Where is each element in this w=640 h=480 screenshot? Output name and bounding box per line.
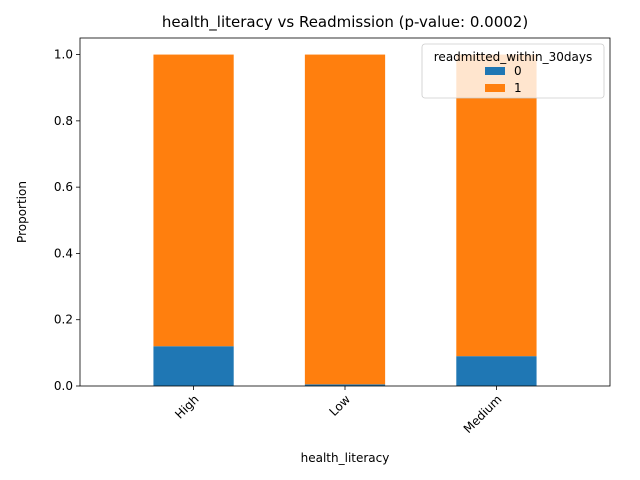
bar-low-series-0 [304, 384, 386, 386]
x-tick-label: High [172, 392, 201, 421]
legend-box [421, 43, 605, 99]
x-tick-label: Low [327, 392, 354, 419]
y-tick-label: 0.2 [54, 313, 73, 327]
y-tick-label: 0.0 [54, 379, 73, 393]
bar-high-series-1 [153, 54, 234, 347]
bars-group [153, 54, 537, 386]
y-axis-label: Proportion [15, 181, 29, 243]
bar-medium-series-1 [456, 54, 537, 357]
legend-label-0: 0 [514, 64, 522, 78]
x-tick-label: Medium [461, 392, 505, 436]
x-axis-label: health_literacy [301, 451, 390, 465]
bar-low-series-1 [304, 54, 386, 385]
y-tick-label: 0.4 [54, 246, 73, 260]
legend-swatch-0 [485, 67, 505, 75]
y-tick-label: 0.8 [54, 114, 73, 128]
y-tick-label: 1.0 [54, 48, 73, 62]
y-tick-label: 0.6 [54, 180, 73, 194]
plot-frame [79, 37, 611, 387]
bar-medium-series-0 [456, 356, 537, 386]
x-axis-ticks: High Low Medium [172, 386, 505, 436]
legend: readmitted_within_30days 0 1 [421, 43, 605, 99]
chart-title: health_literacy vs Readmission (p-value:… [162, 13, 528, 32]
bar-high-series-0 [153, 346, 234, 386]
legend-title: readmitted_within_30days [434, 50, 592, 64]
legend-label-1: 1 [514, 81, 522, 95]
y-axis-ticks: 0.0 0.2 0.4 0.6 0.8 1.0 [54, 48, 80, 393]
legend-swatch-1 [485, 84, 505, 92]
